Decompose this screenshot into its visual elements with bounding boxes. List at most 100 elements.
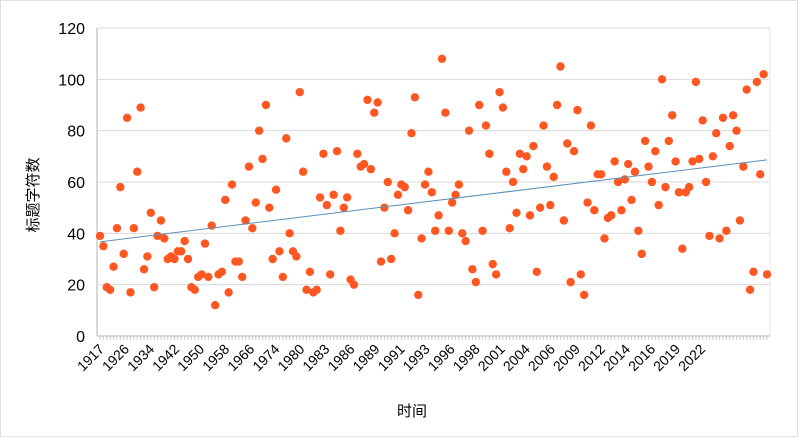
data-point	[400, 182, 409, 192]
data-point	[481, 121, 491, 130]
data-point	[532, 267, 541, 277]
data-point	[393, 190, 403, 200]
data-point	[153, 231, 162, 241]
data-point	[217, 267, 227, 277]
data-point	[471, 277, 481, 287]
data-point	[498, 103, 508, 112]
data-point	[359, 159, 369, 169]
data-point	[434, 211, 443, 220]
data-point	[383, 177, 392, 187]
data-point	[664, 136, 674, 146]
data-point	[298, 167, 308, 176]
data-point	[586, 121, 596, 130]
data-point	[221, 195, 230, 205]
data-point	[634, 226, 643, 235]
data-point	[336, 226, 345, 235]
data-point	[488, 259, 497, 269]
y-tick-label: 40	[67, 226, 85, 243]
data-point	[302, 285, 311, 294]
data-point	[447, 198, 457, 207]
data-point	[305, 267, 315, 277]
data-point	[319, 149, 328, 158]
data-point	[569, 147, 579, 156]
data-point	[495, 87, 504, 97]
data-point	[444, 226, 453, 235]
data-point	[380, 203, 389, 212]
data-point	[732, 126, 741, 135]
data-point	[329, 190, 338, 200]
data-point	[224, 288, 233, 297]
data-point	[353, 149, 362, 158]
data-point	[640, 136, 650, 146]
data-point	[762, 270, 772, 279]
data-point	[265, 203, 274, 212]
data-point	[556, 62, 565, 71]
trendline-line	[99, 159, 768, 243]
data-point	[739, 162, 748, 171]
data-point	[607, 211, 616, 220]
data-point	[437, 54, 447, 63]
data-point	[197, 270, 206, 279]
data-point	[417, 234, 426, 243]
data-point	[485, 149, 494, 158]
data-point	[671, 157, 680, 166]
data-point	[715, 234, 724, 243]
data-point	[728, 111, 738, 120]
data-point	[576, 270, 585, 279]
data-point	[617, 206, 626, 215]
data-point	[722, 226, 731, 235]
data-point	[478, 226, 487, 235]
data-point	[99, 241, 108, 251]
data-point	[326, 270, 335, 279]
data-point	[109, 262, 118, 271]
data-point	[542, 162, 552, 171]
data-point	[275, 247, 284, 256]
data-point	[119, 249, 128, 259]
data-point	[227, 180, 237, 189]
data-point	[373, 98, 382, 107]
data-point	[430, 226, 440, 235]
data-point	[563, 139, 572, 148]
data-point	[539, 121, 548, 130]
data-point	[451, 190, 460, 200]
data-point	[596, 170, 606, 179]
data-points	[95, 54, 772, 310]
data-point	[376, 257, 386, 266]
data-point	[139, 265, 149, 274]
data-point	[566, 277, 575, 287]
data-point	[254, 126, 264, 135]
data-point	[705, 231, 714, 241]
y-tick-label: 100	[58, 72, 85, 89]
data-point	[579, 290, 589, 300]
data-point	[610, 157, 619, 166]
data-point	[590, 206, 599, 215]
data-point	[339, 203, 348, 212]
y-tick-label: 0	[76, 329, 85, 346]
data-point	[508, 177, 518, 187]
data-point	[342, 193, 352, 202]
data-point	[725, 141, 734, 151]
data-point	[559, 216, 569, 225]
data-point	[210, 301, 220, 310]
data-point	[180, 236, 189, 246]
data-point	[261, 100, 271, 110]
data-point	[529, 141, 538, 151]
data-point	[735, 216, 745, 225]
data-point	[200, 239, 210, 248]
data-point	[468, 265, 477, 274]
data-point	[637, 249, 646, 259]
data-point	[315, 193, 325, 202]
data-point	[248, 224, 257, 233]
y-tick-label: 20	[67, 278, 85, 295]
data-point	[241, 216, 250, 225]
data-point	[644, 162, 653, 171]
data-point	[322, 200, 332, 210]
data-point	[183, 254, 193, 264]
data-point	[268, 254, 277, 264]
data-point	[546, 200, 555, 210]
data-point	[126, 288, 135, 297]
data-point	[627, 195, 636, 205]
data-point	[420, 180, 430, 189]
